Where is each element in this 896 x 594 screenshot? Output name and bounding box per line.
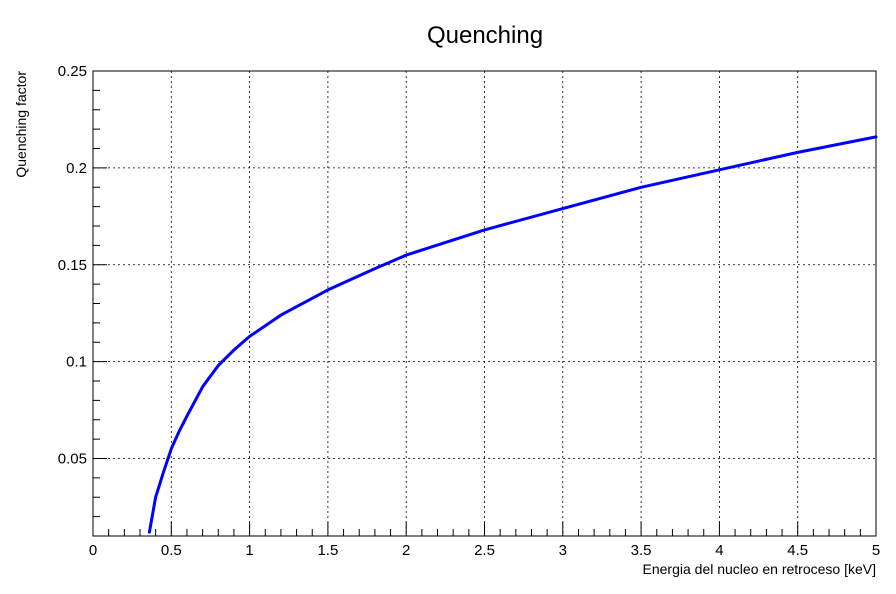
x-axis-label: Energia del nucleo en retroceso [keV] — [643, 561, 876, 577]
x-tick-label: 1 — [245, 542, 253, 559]
x-tick-label: 5 — [872, 542, 880, 559]
y-tick-label: 0.2 — [66, 160, 87, 177]
y-axis-label: Quenching factor — [13, 71, 29, 178]
y-tick-label: 0.05 — [58, 451, 87, 468]
axis-ticks — [92, 70, 877, 537]
y-tick-label: 0.15 — [58, 257, 87, 274]
x-tick-label: 2.5 — [474, 542, 495, 559]
series-layer — [147, 135, 878, 534]
grid — [93, 71, 876, 536]
x-tick-label: 1.5 — [317, 542, 338, 559]
x-tick-label: 2 — [402, 542, 410, 559]
tick-labels: 0 0.5 1 1.5 2 2.5 3 3.5 4 4.5 5 0.05 0.1 0.15 0.2 0.25 — [58, 63, 880, 559]
x-tick-label: 4 — [715, 542, 723, 559]
y-tick-label: 0.1 — [66, 354, 87, 371]
x-tick-label: 4.5 — [787, 542, 808, 559]
x-tick-label: 3.5 — [631, 542, 652, 559]
y-tick-label: 0.25 — [58, 63, 87, 80]
x-tick-label: 3 — [559, 542, 567, 559]
series-line — [147, 135, 878, 534]
chart-title: Quenching — [427, 22, 543, 49]
x-tick-label: 0.5 — [161, 542, 182, 559]
x-tick-label: 0 — [89, 542, 97, 559]
